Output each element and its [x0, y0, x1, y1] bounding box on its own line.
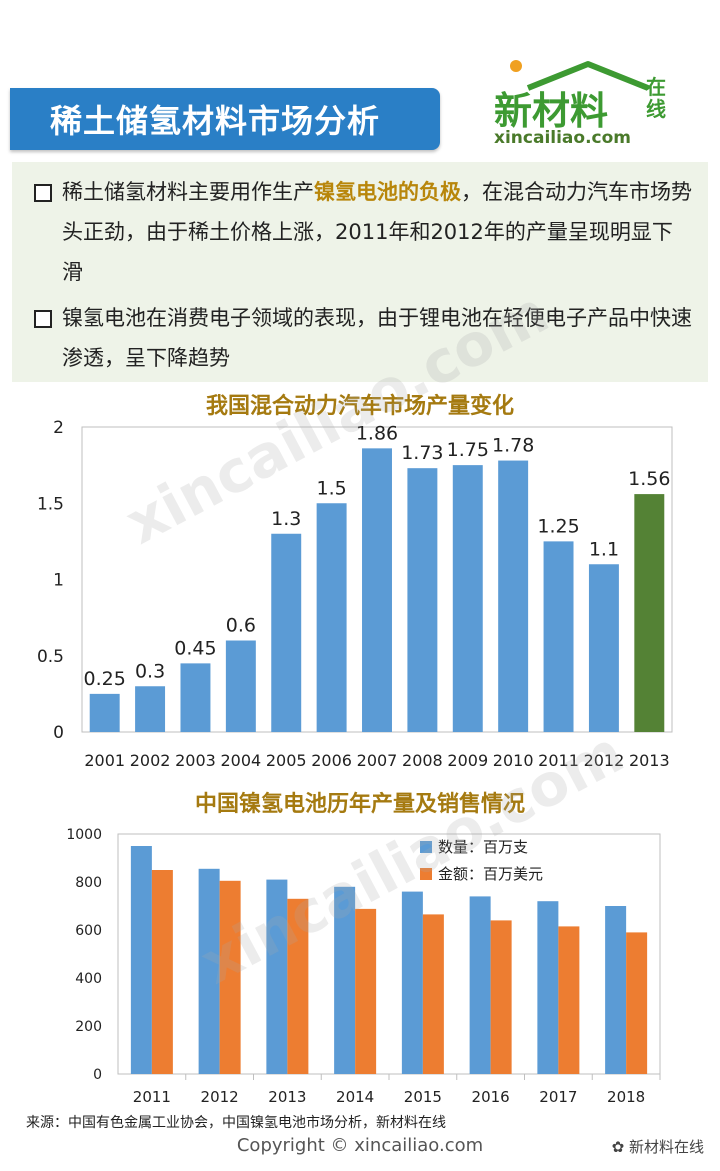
x-tick-label: 2017: [539, 1088, 577, 1106]
y-tick-label: 0: [93, 1067, 102, 1083]
x-tick-label: 2014: [336, 1088, 374, 1106]
chart1-title: 我国混合动力汽车市场产量变化: [205, 394, 514, 419]
x-tick-label: 2005: [266, 751, 307, 770]
bar: [452, 465, 483, 732]
bar-quantity: [401, 891, 423, 1074]
y-tick-label: 1: [53, 571, 64, 591]
bullet-highlight: 镍氢电池的负极: [314, 180, 461, 204]
y-tick-label: 0: [53, 723, 64, 743]
bar-quantity: [266, 879, 288, 1074]
bar: [543, 541, 574, 732]
logo: 新材料 在线 xincailiao.com: [488, 58, 698, 154]
bar-amount: [355, 908, 377, 1074]
bar: [316, 503, 347, 732]
x-tick-label: 2013: [268, 1088, 306, 1106]
data-label: 1.25: [537, 515, 579, 537]
chart2: 0 200 400 600 800 1000 2011 2012 2013 2014 2015 201…: [66, 827, 661, 1106]
y-tick-label: 600: [75, 923, 102, 939]
bar: [498, 460, 529, 732]
bar-amount: [626, 932, 648, 1074]
y-tick-label: 1000: [66, 827, 102, 843]
bar-quantity: [537, 901, 559, 1074]
legend-swatch: [420, 841, 432, 853]
wechat-icon: ✿: [611, 1138, 629, 1156]
bar-quantity: [605, 906, 627, 1074]
data-label: 0.3: [135, 660, 165, 682]
legend-label: 金额：百万美元: [438, 865, 543, 883]
logo-text: 新材料: [494, 89, 609, 133]
x-tick-label: 2008: [402, 751, 443, 770]
bar: [588, 564, 619, 732]
logo-url: xincailiao.com: [494, 128, 632, 148]
logo-subtext: 在线: [646, 75, 666, 121]
data-label: 1.56: [628, 468, 670, 490]
x-tick-label: 2001: [84, 751, 125, 770]
x-tick-label: 2011: [133, 1088, 171, 1106]
bar-amount: [422, 914, 444, 1074]
data-label: 1.1: [589, 538, 619, 560]
data-label: 1.73: [401, 442, 443, 464]
x-tick-label: 2010: [493, 751, 534, 770]
bullet-text: 镍氢电池在消费电子领域的表现，由于锂电池在轻便电子产品中快速渗透，呈下降趋势: [62, 306, 692, 370]
bullet-list: 稀土储氢材料主要用作生产镍氢电池的负极，在混合动力汽车市场势头正劲，由于稀土价格…: [12, 162, 708, 382]
bar-amount: [490, 920, 512, 1074]
bar: [89, 693, 120, 732]
bar: [634, 494, 665, 732]
x-tick-label: 2002: [130, 751, 171, 770]
bar: [135, 686, 166, 732]
bar-quantity: [130, 846, 152, 1074]
checkbox-square-icon: [34, 184, 52, 202]
bar: [180, 663, 211, 732]
bar-quantity: [334, 886, 356, 1074]
bar: [407, 468, 438, 732]
y-tick-label: 400: [75, 971, 102, 987]
x-tick-label: 2004: [220, 751, 261, 770]
bar-quantity: [469, 896, 491, 1074]
x-tick-label: 2003: [175, 751, 216, 770]
x-tick-label: 2007: [357, 751, 398, 770]
y-tick-label: 200: [75, 1019, 102, 1035]
source-note: 来源：中国有色金属工业协会，中国镍氢电池市场分析，新材料在线: [26, 1115, 446, 1131]
bar-amount: [287, 898, 309, 1074]
bullet-text: 稀土储氢材料主要用作生产镍氢电池的负极，在混合动力汽车市场势头正劲，由于稀土价格…: [62, 180, 692, 284]
x-tick-label: 2018: [607, 1088, 645, 1106]
y-tick-label: 800: [75, 875, 102, 891]
copyright: Copyright © xincailiao.com: [236, 1135, 484, 1156]
x-tick-label: 2009: [447, 751, 488, 770]
bar-amount: [151, 870, 173, 1074]
y-tick-label: 2: [53, 418, 64, 438]
title-banner: [10, 88, 440, 150]
data-label: 1.3: [271, 508, 301, 530]
data-label: 1.5: [317, 477, 347, 499]
x-tick-label: 2015: [404, 1088, 442, 1106]
checkbox-square-icon: [34, 310, 52, 328]
y-tick-label: 0.5: [37, 647, 64, 667]
chart2-title: 中国镍氢电池历年产量及销售情况: [194, 792, 525, 817]
data-label: 1.78: [492, 435, 534, 457]
x-tick-label: 2012: [201, 1088, 239, 1106]
legend-swatch: [420, 868, 432, 880]
house-roof-icon: [510, 60, 650, 91]
wechat-account: ✿ 新材料在线: [611, 1138, 704, 1156]
data-label: 1.86: [356, 422, 398, 444]
bar-amount: [219, 880, 241, 1074]
x-tick-label: 2013: [629, 751, 670, 770]
data-label: 1.75: [447, 439, 489, 461]
data-label: 0.25: [84, 668, 126, 690]
page-title: 稀土储氢材料市场分析: [50, 102, 381, 140]
chart1: 0 0.5 1 1.5 2 0.25 2001 0.3 2002 0.45 2003 0.6 2004 1…: [37, 418, 673, 770]
x-tick-label: 2012: [584, 751, 625, 770]
x-tick-label: 2016: [472, 1088, 510, 1106]
bar: [225, 640, 256, 732]
x-tick-label: 2011: [538, 751, 579, 770]
y-tick-label: 1.5: [37, 494, 64, 514]
data-label: 0.45: [174, 637, 216, 659]
x-tick-label: 2006: [311, 751, 352, 770]
bar-amount: [558, 926, 580, 1074]
data-label: 0.6: [226, 615, 256, 637]
legend-label: 数量：百万支: [438, 838, 528, 856]
bar-quantity: [198, 868, 220, 1074]
bar: [362, 448, 392, 732]
bar: [271, 533, 302, 732]
